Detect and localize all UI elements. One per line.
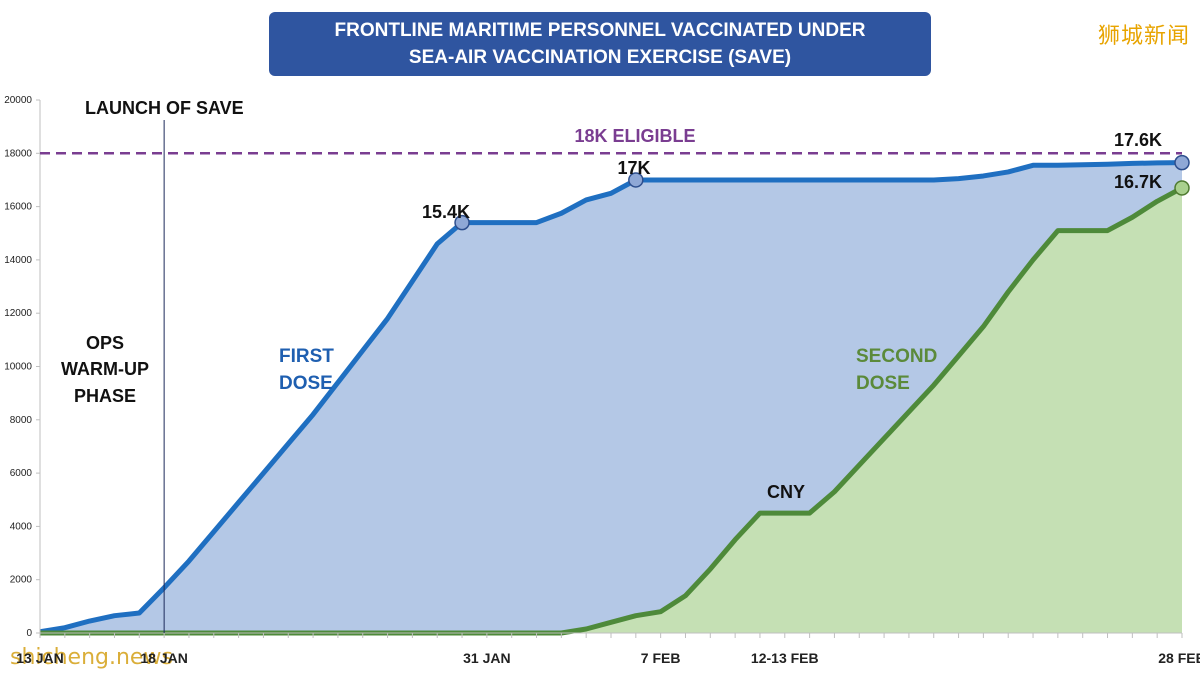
y-tick-label: 16000 [4, 202, 32, 213]
y-tick-label: 8000 [10, 415, 33, 426]
y-tick-label: 4000 [10, 521, 33, 532]
second-dose-marker-16-7k [1174, 180, 1190, 196]
chart-title-line1: FRONTLINE MARITIME PERSONNEL VACCINATED … [334, 20, 866, 41]
x-tick-label: 28 FEB [1158, 650, 1200, 666]
first-dose-marker-17k [628, 172, 644, 188]
x-tick-label: 18 JAN [140, 650, 187, 666]
eligible-label: 18K ELIGIBLE [574, 126, 695, 146]
y-tick-label: 6000 [10, 468, 33, 479]
y-tick-label: 18000 [4, 148, 32, 159]
watermark-site: shicheng.news [10, 645, 173, 670]
x-tick-label: 12-13 FEB [751, 650, 819, 666]
y-tick-label: 12000 [4, 308, 32, 319]
x-tick-label: 7 FEB [641, 650, 681, 666]
value-label-15-4k: 15.4K [422, 202, 470, 222]
y-tick-label: 20000 [4, 95, 32, 106]
ops-phase-label-line1: OPS [86, 333, 124, 353]
second-dose-label-line1: SECOND [856, 346, 937, 367]
y-tick-label: 0 [26, 628, 32, 639]
second-dose-label-line2: DOSE [856, 373, 910, 394]
y-tick-label: 10000 [4, 362, 32, 373]
ops-phase-label-line2: WARM-UP [61, 359, 149, 379]
first-dose-line [39, 160, 1183, 635]
first-dose-label-line2: DOSE [279, 373, 333, 394]
value-label-17k: 17K [617, 158, 650, 178]
chart-title-line2: SEA-AIR VACCINATION EXERCISE (SAVE) [408, 47, 792, 68]
first-dose-label-line1: FIRST [279, 346, 334, 367]
x-tick-label: 13 JAN [16, 650, 63, 666]
value-label-17-6k: 17.6K [1114, 130, 1162, 150]
cny-label: CNY [767, 482, 805, 502]
annotation-layer: LAUNCH OF SAVE 18K ELIGIBLE OPS WARM-UP PHAS… [40, 98, 1190, 633]
area-layer [39, 160, 1184, 636]
y-tick-label: 14000 [4, 255, 32, 266]
first-dose-marker-15-4k [454, 214, 470, 231]
second-dose-area [40, 187, 1182, 633]
ops-phase-label-line3: PHASE [74, 386, 136, 406]
first-dose-marker-17-6k [1174, 154, 1190, 171]
axes-layer: 0 2000 4000 6000 8000 10000 12000 14000 16000 180… [4, 95, 1200, 666]
chart-title: FRONTLINE MARITIME PERSONNEL VACCINATED … [269, 12, 931, 76]
watermark-chinese: 狮城新闻 [1097, 24, 1190, 49]
x-tick-label: 31 JAN [463, 650, 510, 666]
y-tick-label: 2000 [10, 575, 33, 586]
value-label-16-7k: 16.7K [1114, 172, 1162, 192]
launch-label: LAUNCH OF SAVE [85, 98, 244, 118]
